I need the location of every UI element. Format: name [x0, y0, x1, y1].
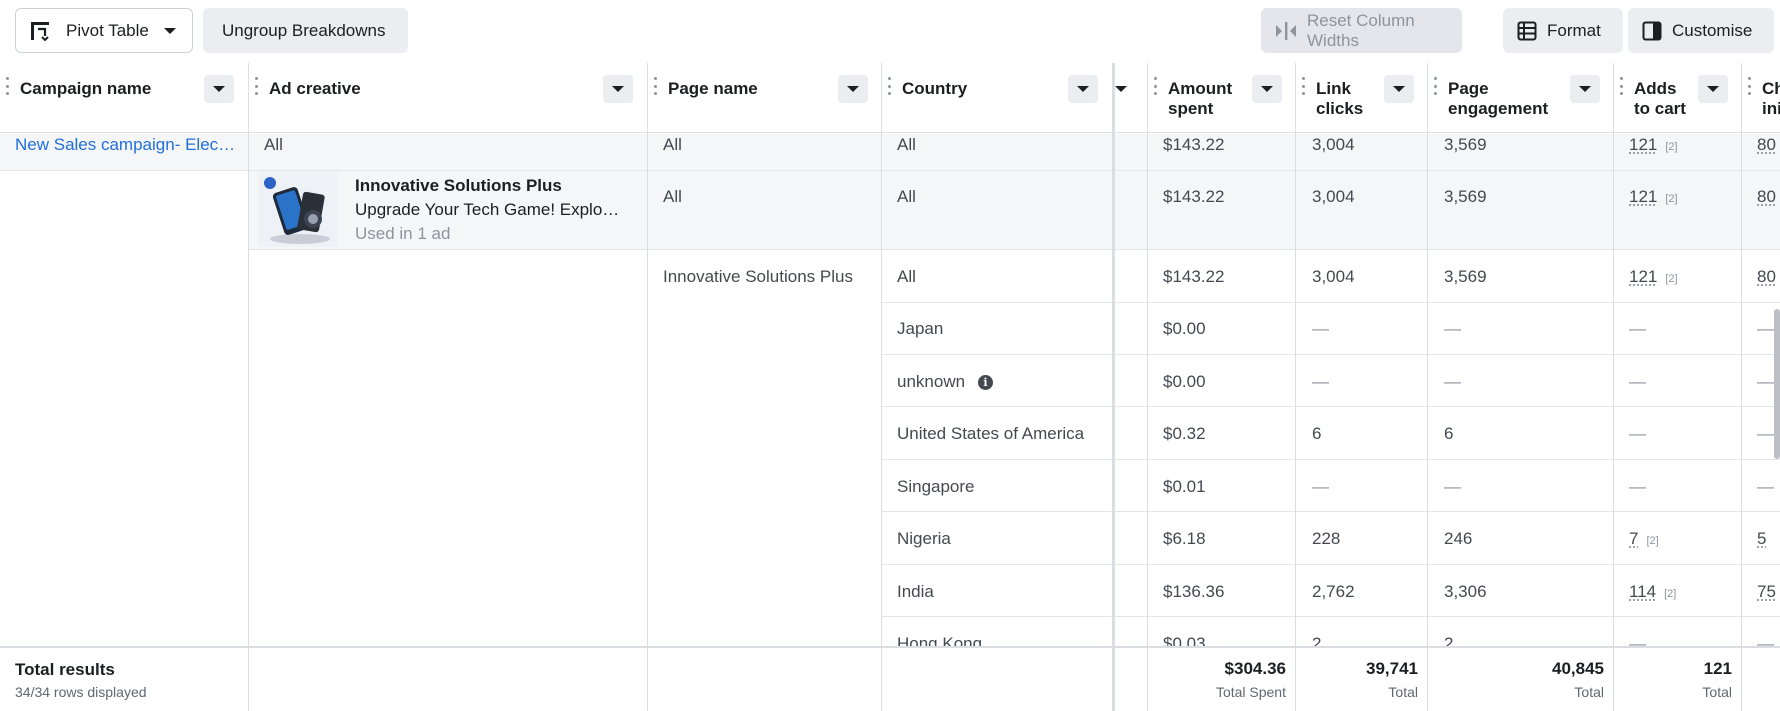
drag-handle-icon[interactable] — [1302, 77, 1305, 95]
column-header-campaign-name[interactable]: Campaign name — [0, 63, 248, 133]
drag-handle-icon[interactable] — [6, 77, 9, 95]
ungroup-breakdowns-button[interactable]: Ungroup Breakdowns — [203, 8, 408, 53]
pivot-table-button[interactable]: Pivot Table — [15, 8, 193, 53]
data-table: Campaign name Ad creative Page name Coun… — [0, 63, 1780, 711]
column-menu-button[interactable] — [1068, 75, 1098, 103]
column-header-ad-creative[interactable]: Ad creative — [249, 63, 647, 133]
ad-usage: Used in 1 ad — [355, 224, 451, 243]
customise-button[interactable]: Customise — [1628, 8, 1774, 53]
rows-displayed: 34/34 rows displayed — [15, 684, 147, 700]
total-amount-spent: $304.36 Total Spent — [1215, 659, 1286, 700]
column-header-hidden[interactable] — [1115, 63, 1147, 133]
column-menu-button[interactable] — [1570, 75, 1600, 103]
reset-column-widths-button[interactable]: Reset Column Widths — [1261, 8, 1462, 53]
caret-down-icon — [1077, 86, 1089, 92]
adds-to-cart-cell: — — [1629, 477, 1646, 496]
pivot-table-icon — [31, 21, 49, 41]
adds-to-cart-cell: 114 [2] — [1629, 582, 1677, 601]
country-cell: Nigeria — [897, 529, 951, 548]
caret-down-icon — [1115, 86, 1127, 92]
campaign-name-link[interactable]: New Sales campaign- Elec… — [15, 135, 236, 154]
caret-down-icon — [1707, 86, 1719, 92]
total-link-clicks: 39,741 Total — [1366, 659, 1418, 700]
reset-column-widths-label: Reset Column Widths — [1307, 10, 1415, 50]
column-header-country[interactable]: Country — [882, 63, 1112, 133]
adds-to-cart-cell: — — [1629, 319, 1646, 338]
totals-footer: Total results 34/34 rows displayed $304.… — [0, 646, 1780, 711]
drag-handle-icon[interactable] — [888, 77, 891, 95]
caret-down-icon — [1261, 86, 1273, 92]
total-adds-to-cart: 121 Total — [1702, 659, 1732, 700]
format-button[interactable]: Format — [1503, 8, 1623, 53]
drag-handle-icon[interactable] — [1620, 77, 1623, 95]
table-format-icon — [1517, 21, 1537, 40]
adds-to-cart-cell: — — [1629, 424, 1646, 443]
column-menu-button[interactable] — [1252, 75, 1282, 103]
total-page-engagement: 40,845 Total — [1552, 659, 1604, 700]
ad-creative-thumbnail[interactable] — [258, 171, 338, 247]
total-results-title: Total results — [15, 660, 115, 679]
country-cell: United States of America — [897, 424, 1085, 443]
campaign-row-bg — [0, 134, 1780, 170]
column-resize-icon — [1276, 21, 1296, 40]
frozen-columns-divider[interactable] — [1112, 63, 1115, 711]
drag-handle-icon[interactable] — [1434, 77, 1437, 95]
creative-row-bg — [248, 170, 1780, 249]
caret-down-icon — [1579, 86, 1591, 92]
column-header-link-clicks[interactable]: Link clicks — [1296, 63, 1427, 133]
column-header-page-name[interactable]: Page name — [648, 63, 881, 133]
info-icon[interactable]: i — [978, 375, 993, 390]
vertical-scrollbar[interactable] — [1774, 309, 1780, 459]
drag-handle-icon[interactable] — [255, 77, 258, 95]
column-header-adds-to-cart[interactable]: Adds to cart — [1614, 63, 1741, 133]
adds-to-cart-cell: 7 [2] — [1629, 529, 1659, 548]
caret-down-icon — [213, 86, 225, 92]
column-menu-button[interactable] — [1698, 75, 1728, 103]
column-header-amount-spent[interactable]: Amount spent — [1148, 63, 1295, 133]
column-menu-button[interactable] — [603, 75, 633, 103]
column-menu-button[interactable] — [204, 75, 234, 103]
caret-down-icon — [612, 86, 624, 92]
ad-body-text: Upgrade Your Tech Game! Explo… — [355, 200, 620, 219]
country-cell: India — [897, 582, 934, 601]
drag-handle-icon[interactable] — [1154, 77, 1157, 95]
caret-down-icon — [1393, 86, 1405, 92]
customise-label: Customise — [1672, 20, 1753, 40]
column-menu-button[interactable] — [838, 75, 868, 103]
pivot-table-label: Pivot Table — [66, 20, 149, 40]
customise-columns-icon — [1642, 21, 1662, 40]
caret-down-icon — [163, 27, 176, 34]
country-cell: Singapore — [897, 477, 975, 496]
column-header-page-engagement[interactable]: Page engagement — [1428, 63, 1613, 133]
column-menu-button[interactable] — [1384, 75, 1414, 103]
caret-down-icon — [847, 86, 859, 92]
ungroup-breakdowns-label: Ungroup Breakdowns — [222, 20, 386, 40]
column-header-next[interactable]: Chini — [1742, 63, 1780, 133]
country-cell: Japan — [897, 319, 944, 338]
format-label: Format — [1547, 20, 1601, 40]
drag-handle-icon[interactable] — [654, 77, 657, 95]
toolbar: Pivot Table Ungroup Breakdowns Reset Col… — [0, 0, 1780, 63]
country-cell: unknown — [897, 372, 966, 391]
adds-to-cart-cell: — — [1629, 372, 1646, 391]
drag-handle-icon[interactable] — [1748, 77, 1751, 95]
ad-title: Innovative Solutions Plus — [355, 176, 562, 195]
